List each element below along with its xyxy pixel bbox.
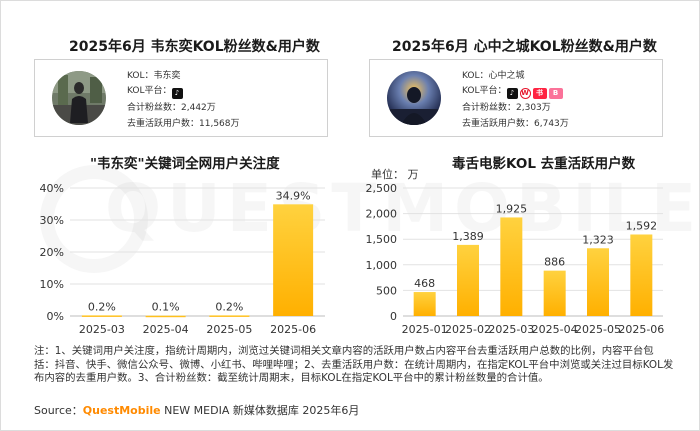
x-tick-label: 2025-01 [402, 323, 448, 336]
data-label: 1,592 [626, 219, 658, 232]
douyin-icon: ♪ [171, 88, 183, 99]
footnote: 注：1、关键词用户关注度，指统计周期内，浏览过关键词相关文章内容的活跃用户数占内… [34, 345, 674, 384]
x-tick-label: 2025-03 [488, 323, 534, 336]
data-label: 1,925 [496, 202, 528, 215]
right-platform-label: KOL平台： [462, 86, 507, 96]
bar [273, 204, 314, 316]
data-label: 0.2% [215, 300, 243, 313]
left-kol-name-row: KOL：韦东奕 [127, 70, 181, 82]
source-rest: NEW MEDIA 新媒体数据库 2025年6月 [160, 404, 360, 417]
y-tick-label: 0% [47, 310, 64, 323]
bar [457, 244, 479, 316]
data-label: 0.1% [152, 301, 180, 314]
right-section-title: 2025年6月 心中之城KOL粉丝数&用户数 [392, 39, 657, 55]
source-brand: QuestMobile [82, 404, 161, 417]
left-users-value: 11,568万 [199, 119, 240, 129]
right-kol-name: 心中之城 [488, 71, 525, 81]
data-label: 1,389 [452, 230, 484, 243]
left-fans-label: 合计粉丝数： [127, 103, 182, 113]
left-platform-label: KOL平台： [127, 86, 172, 96]
left-section-title: 2025年6月 韦东奕KOL粉丝数&用户数 [69, 39, 320, 55]
right-kol-name-row: KOL：心中之城 [462, 70, 525, 82]
left-users-label: 去重活跃用户数： [127, 119, 200, 129]
y-tick-label: 1,000 [366, 259, 398, 272]
source-line: Source：QuestMobile NEW MEDIA 新媒体数据库 2025… [34, 402, 359, 418]
douyin-icon: ♪ [506, 88, 518, 99]
right-users-row: 去重活跃用户数：6,743万 [462, 118, 569, 130]
bar [209, 315, 250, 317]
right-users-value: 6,743万 [534, 119, 569, 129]
right-fans-label: 合计粉丝数： [462, 103, 517, 113]
x-tick-label: 2025-05 [206, 323, 252, 336]
x-tick-label: 2025-04 [532, 323, 578, 336]
y-tick-label: 10% [40, 278, 64, 291]
bar [145, 315, 186, 318]
left-fans-value: 2,442万 [181, 103, 216, 113]
right-fans-row: 合计粉丝数：2,303万 [462, 102, 551, 114]
y-tick-label: 30% [40, 214, 64, 227]
right-platform-row: KOL平台： ♪ W 书 B [462, 85, 565, 99]
data-label: 1,323 [582, 233, 614, 246]
y-tick-label: 500 [376, 284, 397, 297]
weibo-icon: W [519, 88, 531, 99]
y-tick-label: 2,500 [366, 182, 398, 195]
right-kol-avatar [387, 71, 441, 125]
x-tick-label: 2025-06 [618, 323, 664, 336]
data-label: 886 [544, 256, 565, 269]
left-users-row: 去重活跃用户数：11,568万 [127, 118, 240, 130]
source-label: Source： [34, 404, 83, 417]
right-kol-card: KOL：心中之城 KOL平台： ♪ W 书 B 合计粉丝数：2,303万 去重活跃用户数… [369, 59, 663, 137]
right-users-label: 去重活跃用户数： [462, 119, 535, 129]
y-tick-label: 0 [390, 310, 397, 323]
left-fans-row: 合计粉丝数：2,442万 [127, 102, 216, 114]
x-tick-label: 2025-06 [270, 323, 316, 336]
y-tick-label: 2,000 [366, 208, 398, 221]
x-tick-label: 2025-05 [575, 323, 621, 336]
bar [543, 270, 566, 316]
x-tick-label: 2025-02 [445, 323, 491, 336]
bar [630, 234, 653, 316]
x-tick-label: 2025-03 [79, 323, 125, 336]
bilibili-icon: B [548, 88, 563, 99]
xiaohongshu-icon: 书 [532, 88, 547, 99]
right-fans-value: 2,303万 [516, 103, 551, 113]
bar [413, 292, 436, 316]
y-tick-label: 40% [40, 182, 64, 195]
left-kol-avatar [52, 71, 106, 125]
data-label: 34.9% [276, 189, 311, 202]
right-kol-label: KOL： [462, 71, 489, 81]
y-tick-label: 20% [40, 246, 64, 259]
bar [587, 248, 609, 316]
left-chart-title: "韦东奕"关键词全网用户关注度 [90, 156, 280, 172]
left-kol-card: KOL：韦东奕 KOL平台： ♪ 合计粉丝数：2,442万 去重活跃用户数：11,… [34, 59, 328, 137]
x-tick-label: 2025-04 [143, 323, 189, 336]
bar [81, 315, 122, 317]
y-tick-label: 1,500 [366, 233, 398, 246]
data-label: 468 [414, 277, 435, 290]
data-label: 0.2% [88, 300, 116, 313]
bar [500, 217, 523, 316]
left-kol-name: 韦东奕 [153, 71, 181, 81]
right-chart-title: 毒舌电影KOL 去重活跃用户数 [452, 156, 636, 172]
left-platform-row: KOL平台： ♪ [127, 85, 185, 99]
unit-label: 单位： 万 [371, 167, 419, 181]
left-kol-label: KOL： [127, 71, 154, 81]
